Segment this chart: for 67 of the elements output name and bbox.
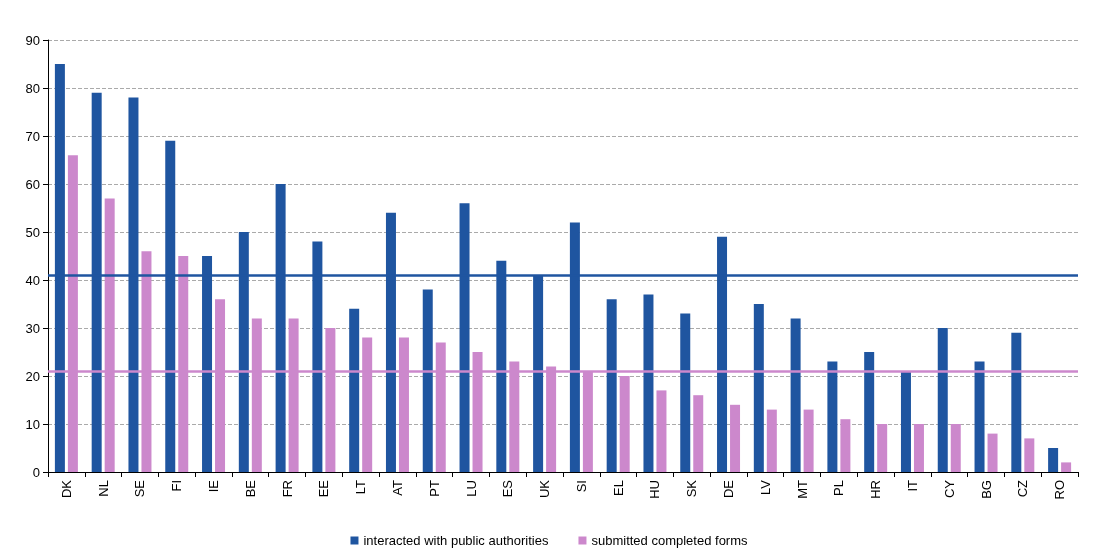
- x-tick-label: PL: [831, 480, 847, 496]
- x-tick-label: SK: [684, 479, 700, 498]
- y-tick-label: 60: [25, 176, 40, 192]
- x-tick-label: MT: [794, 479, 810, 499]
- x-tick-label: HR: [868, 480, 884, 499]
- bar: [1024, 438, 1035, 472]
- x-tick-label: BE: [242, 479, 258, 498]
- bar: [766, 409, 777, 472]
- x-tick-label: EL: [610, 480, 626, 496]
- legend-label: submitted completed forms: [591, 533, 749, 548]
- bar: [803, 409, 814, 472]
- x-tick-label: FR: [279, 480, 295, 498]
- x-tick-label: LV: [757, 479, 773, 495]
- x-tick-label: LU: [463, 480, 479, 497]
- bar: [1061, 462, 1072, 472]
- x-tick-label: CZ: [1015, 479, 1031, 498]
- y-tick-label: 20: [25, 368, 40, 384]
- bar: [864, 352, 875, 472]
- x-tick-label: IE: [206, 479, 222, 493]
- y-tick-label: 50: [25, 224, 40, 240]
- bar: [1048, 448, 1059, 472]
- bar: [680, 313, 691, 472]
- y-tick-label: 40: [25, 272, 40, 288]
- bar: [913, 424, 924, 472]
- bar: [730, 404, 741, 472]
- bar: [643, 294, 654, 472]
- y-tick-label: 0: [32, 464, 40, 480]
- bar: [1011, 332, 1022, 472]
- x-tick-label: ES: [500, 479, 516, 498]
- legend-label: interacted with public authorities: [363, 533, 549, 548]
- bar: [619, 376, 630, 472]
- bar: [974, 361, 985, 472]
- bar: [987, 433, 998, 472]
- x-tick-label: SE: [132, 479, 148, 498]
- y-tick-label: 90: [25, 32, 40, 48]
- x-tick-label: CY: [941, 479, 957, 499]
- x-tick-label: EE: [316, 479, 332, 498]
- x-tick-label: BG: [978, 480, 994, 499]
- x-tick-label: UK: [537, 479, 553, 499]
- y-tick-label: 70: [25, 128, 40, 144]
- bar: [827, 361, 838, 472]
- bar: [950, 424, 961, 472]
- y-tick-label: 80: [25, 80, 40, 96]
- x-tick-label: LT: [353, 479, 369, 495]
- bar: [840, 419, 851, 472]
- bar: [656, 390, 667, 472]
- x-tick-label: HU: [647, 480, 663, 499]
- bar: [606, 299, 617, 472]
- bar: [877, 424, 888, 472]
- x-tick-label: DE: [721, 479, 737, 499]
- bar: [900, 371, 911, 472]
- x-tick-label: RO: [1052, 480, 1068, 500]
- bar: [693, 395, 704, 472]
- x-tick-label: DK: [58, 479, 74, 499]
- bar: [790, 318, 801, 472]
- bar: [422, 289, 433, 472]
- x-tick-label: AT: [389, 479, 405, 496]
- bar: [349, 308, 360, 472]
- x-tick-label: IT: [904, 479, 920, 492]
- y-tick-label: 10: [25, 416, 40, 432]
- x-tick-label: PT: [426, 479, 442, 497]
- y-tick-label: 30: [25, 320, 40, 336]
- bar: [753, 304, 764, 472]
- bar: [937, 328, 948, 472]
- x-tick-label: NL: [95, 480, 111, 497]
- x-tick-label: SI: [573, 480, 589, 493]
- x-tick-label: FI: [169, 480, 185, 492]
